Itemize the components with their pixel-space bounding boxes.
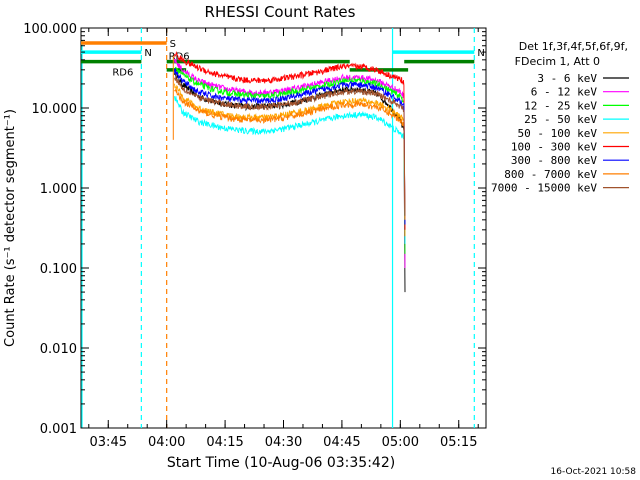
legend-entry-label: 100 - 300 keV — [511, 141, 597, 154]
y-tick-label: 0.001 — [40, 422, 77, 437]
x-tick-label: 05:00 — [382, 435, 419, 450]
state-bar-label: RD6 — [112, 68, 133, 79]
legend-entry-label: 800 - 7000 keV — [504, 168, 597, 181]
x-tick-label: 04:15 — [206, 435, 243, 450]
series-line — [174, 68, 406, 225]
series-line — [174, 96, 406, 244]
x-axis-label: Start Time (10-Aug-06 03:35:42) — [167, 455, 395, 471]
state-bar-label: N — [477, 48, 484, 59]
plot-area: S N N RD6 RD6 — [81, 28, 485, 428]
legend-entry-label: 25 - 50 keV — [524, 113, 597, 126]
legend: Det 1f,3f,4f,5f,6f,9f, FDecim 1, Att 0 3… — [491, 40, 629, 195]
y-axis-label: Count Rate (s⁻¹ detector segment⁻¹) — [3, 109, 18, 347]
state-bar-label: N — [144, 48, 151, 59]
series-line — [174, 88, 406, 220]
legend-entry-label: 6 - 12 keV — [531, 86, 598, 99]
x-tick-label: 05:15 — [440, 435, 477, 450]
legend-entry-label: 7000 - 15000 keV — [491, 182, 597, 195]
legend-header-line-1: Det 1f,3f,4f,5f,6f,9f, — [519, 40, 628, 53]
series-line — [174, 66, 406, 254]
chart-title: RHESSI Count Rates — [205, 3, 356, 21]
state-bar-label: S — [170, 39, 176, 50]
footer-timestamp: 16-Oct-2021 10:58 — [551, 467, 637, 477]
series-line — [174, 75, 406, 216]
state-bar-label: RD6 — [169, 52, 190, 63]
x-tick-label: 04:30 — [265, 435, 302, 450]
series-line — [174, 50, 406, 230]
legend-entry-label: 3 - 6 keV — [537, 72, 597, 85]
x-axis: 03:45 04:00 04:15 04:30 04:45 05:00 05:15 — [88, 28, 479, 450]
y-axis: 0.001 0.010 0.100 1.000 10.000 100.000 — [23, 22, 486, 437]
legend-header-line-2: FDecim 1, Att 0 — [515, 55, 600, 68]
y-tick-label: 100.000 — [23, 22, 77, 37]
legend-entry-label: 12 - 25 keV — [524, 99, 597, 112]
y-tick-label: 1.000 — [40, 182, 77, 197]
series-line — [174, 83, 406, 237]
x-tick-label: 04:00 — [148, 435, 185, 450]
y-tick-label: 0.100 — [40, 262, 77, 277]
x-tick-label: 04:45 — [323, 435, 360, 450]
y-tick-label: 10.000 — [32, 102, 78, 117]
y-tick-label: 0.010 — [40, 342, 77, 357]
legend-entry-label: 50 - 100 keV — [518, 127, 598, 140]
legend-entry-label: 300 - 800 keV — [511, 154, 597, 167]
x-tick-label: 03:45 — [90, 435, 127, 450]
